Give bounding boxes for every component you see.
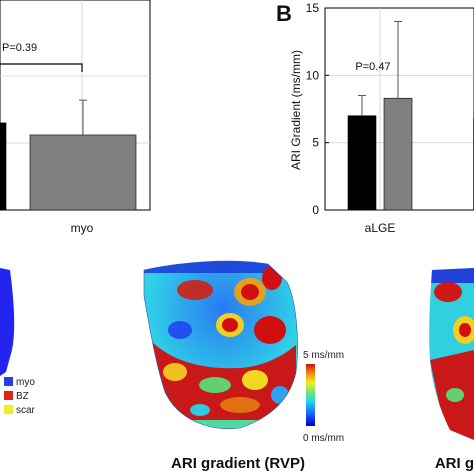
ari-map-outline bbox=[143, 260, 298, 430]
panel-b-y-tick-label: 0 bbox=[312, 203, 319, 217]
colorbar-gradient bbox=[306, 364, 315, 426]
panel-b-y-tick-label: 5 bbox=[312, 136, 319, 150]
panel-a-chart: P=0.39 myo bbox=[0, 0, 151, 235]
panel-b-y-tick-label: 10 bbox=[306, 68, 320, 82]
panel-b-chart: B 0 5 10 15 ARI Gradient (ms/mm) P=0.47 aLG… bbox=[276, 1, 474, 235]
panel-b-x-tick-algE: aLGE bbox=[365, 221, 396, 235]
right-caption-partial: ARI g bbox=[435, 455, 474, 472]
legend-swatch-scar bbox=[4, 405, 13, 414]
legend-swatch-myo bbox=[4, 377, 13, 386]
legend-label-scar: scar bbox=[16, 405, 36, 416]
legend-label-myo: myo bbox=[16, 377, 35, 388]
panel-b-y-axis-label: ARI Gradient (ms/mm) bbox=[289, 50, 303, 170]
panel-b-y-tick-label: 15 bbox=[306, 1, 320, 15]
panel-b-bar-0 bbox=[347, 115, 377, 211]
segmentation-legend: myo BZ scar bbox=[4, 377, 36, 416]
panel-a-bar-0 bbox=[0, 122, 7, 211]
panel-b-p-value: P=0.47 bbox=[355, 61, 390, 73]
panel-a-x-tick-myo: myo bbox=[71, 221, 94, 235]
legend-label-bz: BZ bbox=[16, 391, 29, 402]
panel-b-letter: B bbox=[276, 1, 292, 26]
right-map-partial bbox=[429, 268, 474, 440]
ari-gradient-map bbox=[143, 260, 298, 430]
colorbar: 5 ms/mm 0 ms/mm bbox=[303, 350, 344, 444]
left-mesh-partial bbox=[0, 268, 15, 376]
panel-a-significance-bracket bbox=[0, 63, 83, 72]
panel-a-p-value: P=0.39 bbox=[2, 42, 37, 54]
panel-a-bar-1 bbox=[29, 134, 137, 211]
map-caption: ARI gradient (RVP) bbox=[171, 455, 305, 472]
panel-b-bar-1 bbox=[383, 97, 413, 211]
colorbar-bottom-label: 0 ms/mm bbox=[303, 433, 344, 444]
colorbar-top-label: 5 ms/mm bbox=[303, 350, 344, 361]
legend-swatch-bz bbox=[4, 391, 13, 400]
